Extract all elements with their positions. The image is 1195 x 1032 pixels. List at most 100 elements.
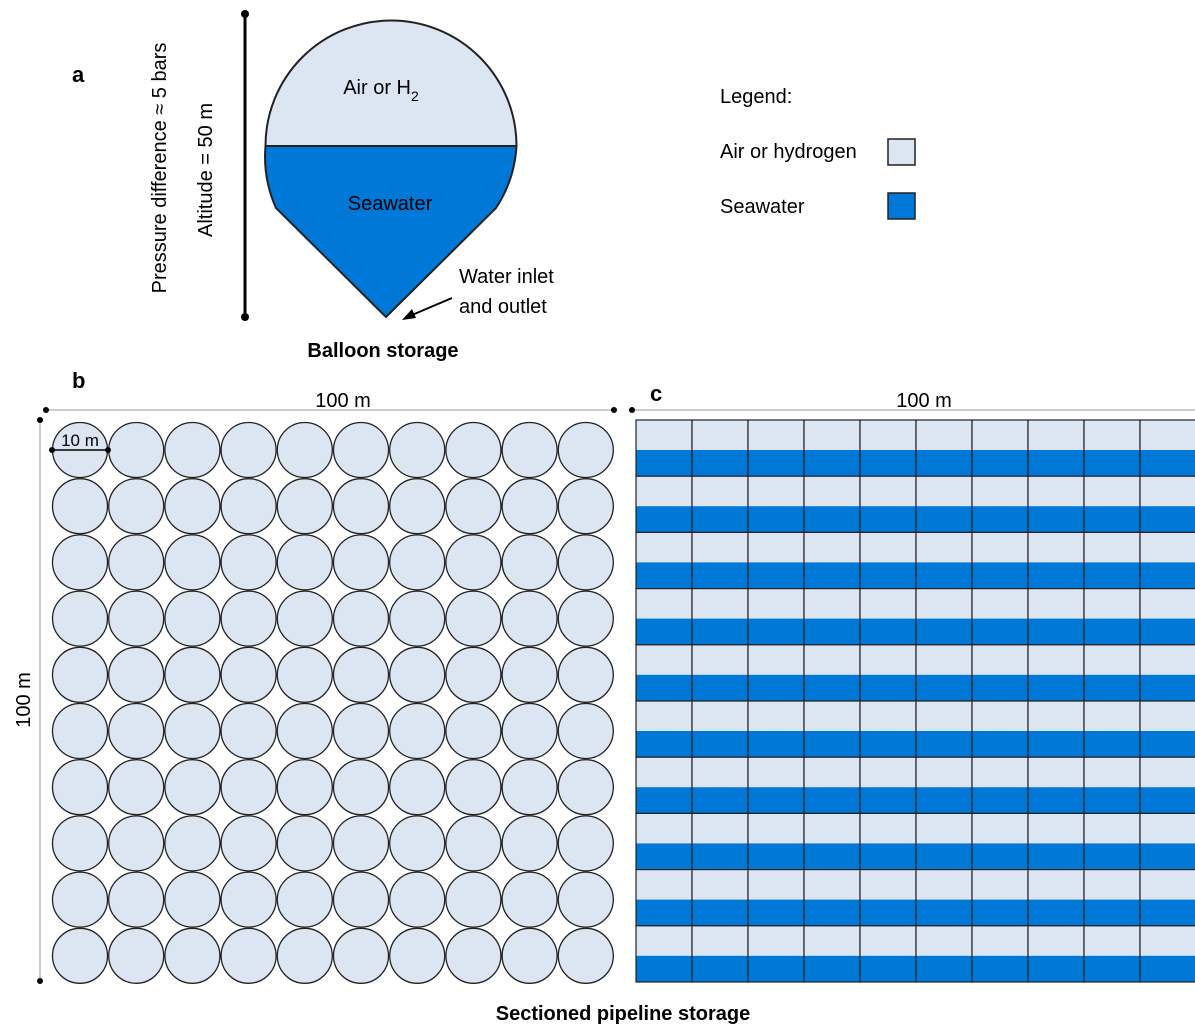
pipe-section xyxy=(691,700,749,758)
pipe-section-air xyxy=(748,588,804,619)
b-width-label: 100 m xyxy=(315,390,371,412)
pipe-section xyxy=(971,756,1029,815)
pipe-section-water xyxy=(692,506,748,533)
pipe-section-water xyxy=(860,731,916,758)
pipe-section-water xyxy=(1140,506,1195,533)
balloon-cell xyxy=(108,702,165,760)
pipe-section-air xyxy=(916,813,972,844)
inlet-arrow-head xyxy=(402,309,416,320)
pipe-section xyxy=(747,475,805,534)
pipe-section-air xyxy=(860,476,916,507)
pipe-section xyxy=(1027,925,1085,983)
balloon-cell xyxy=(108,815,165,872)
legend-water-label: Seawater xyxy=(720,196,805,218)
balloon-cell xyxy=(557,646,614,703)
balloon-cell xyxy=(276,478,333,535)
pipe-section-water xyxy=(1028,899,1084,926)
balloon-cell xyxy=(108,759,165,816)
pipe-section-air xyxy=(748,476,804,507)
pipe-section xyxy=(915,531,973,590)
pipe-section-water xyxy=(1084,674,1140,701)
balloon-gas-region xyxy=(264,19,518,147)
altitude-label: Altitude = 50 m xyxy=(195,103,217,237)
pipe-section-air xyxy=(1140,588,1195,619)
balloon-cell xyxy=(51,815,109,872)
balloon-cell xyxy=(557,927,614,984)
pipe-section-water xyxy=(972,674,1028,701)
pipe-section-air xyxy=(636,869,692,900)
pipe-section xyxy=(1083,700,1141,758)
pipe-section-air xyxy=(860,757,916,788)
balloon-cell xyxy=(51,871,109,928)
balloon-cell xyxy=(51,646,109,703)
pipe-section xyxy=(1083,531,1141,590)
balloon-cell xyxy=(332,871,390,928)
pipe-section-air xyxy=(860,925,916,956)
balloon-cell xyxy=(51,702,109,760)
pipe-section xyxy=(1027,868,1085,927)
pipe-section xyxy=(1139,419,1195,477)
balloon-cell xyxy=(164,871,221,928)
balloon-cell xyxy=(276,421,333,479)
pipe-section xyxy=(691,644,749,702)
pipe-section xyxy=(971,531,1029,590)
balloon-cell xyxy=(389,421,446,479)
pipe-section xyxy=(859,644,917,702)
pipe-section xyxy=(747,587,805,646)
pipe-section xyxy=(859,419,917,477)
balloon-water-region xyxy=(264,145,518,319)
balloon-cell xyxy=(108,927,165,984)
balloon-cell xyxy=(220,590,277,647)
balloon-cell xyxy=(164,590,221,647)
balloon-cell xyxy=(220,534,277,591)
balloon-circle-grid xyxy=(51,421,614,984)
pipe-section-air xyxy=(860,588,916,619)
pipe-section-water xyxy=(804,562,860,589)
balloon-cell xyxy=(220,421,277,479)
balloon-cell xyxy=(389,759,446,816)
pipe-section xyxy=(1027,419,1085,477)
pipe-section xyxy=(859,925,917,983)
balloon-cell xyxy=(445,815,502,872)
pipe-section-air xyxy=(804,476,860,507)
pipe-section xyxy=(747,531,805,590)
pipe-section xyxy=(859,475,917,534)
pipe-section-water xyxy=(804,787,860,814)
balloon-cell xyxy=(557,590,614,647)
pipe-section xyxy=(803,531,861,590)
pipe-section-water xyxy=(860,955,916,982)
balloon-cell xyxy=(276,646,333,703)
pipe-section xyxy=(691,756,749,815)
balloon-cell xyxy=(501,815,558,872)
pipe-section-air xyxy=(636,925,692,956)
pipe-section-water xyxy=(860,450,916,477)
pipe-section-water xyxy=(972,787,1028,814)
pipe-section-water xyxy=(972,506,1028,533)
balloon-cell xyxy=(501,590,558,647)
pipe-section-water xyxy=(636,562,692,589)
balloon-cell xyxy=(276,815,333,872)
pipe-section-water xyxy=(1028,562,1084,589)
pipe-section xyxy=(971,812,1029,871)
pipe-section-air xyxy=(1084,869,1140,900)
balloon-cell xyxy=(164,478,221,535)
pipe-section-water xyxy=(804,674,860,701)
balloon-cell xyxy=(445,759,502,816)
inlet-label-line1: Water inlet xyxy=(459,266,554,288)
pipe-section xyxy=(1083,756,1141,815)
pipe-section-water xyxy=(636,674,692,701)
balloon-cell xyxy=(501,421,558,479)
pipe-section-air xyxy=(1140,757,1195,788)
pipe-section-water xyxy=(804,955,860,982)
pipe-section-air xyxy=(1140,813,1195,844)
balloon-cell xyxy=(332,759,390,816)
pipe-section xyxy=(971,644,1029,702)
pipe-section xyxy=(915,475,973,534)
balloon-cell xyxy=(276,702,333,760)
pipe-section-water xyxy=(692,450,748,477)
pipe-section-air xyxy=(1140,701,1195,731)
balloon-cell xyxy=(332,421,390,479)
pipe-section-air xyxy=(692,588,748,619)
balloon-cell xyxy=(389,702,446,760)
pipe-section-air xyxy=(972,813,1028,844)
